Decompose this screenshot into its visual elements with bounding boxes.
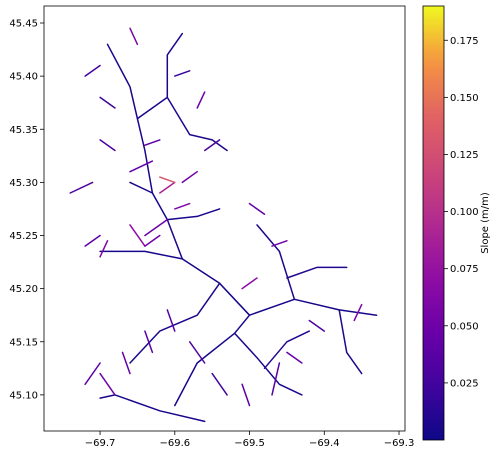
stream-segment (159, 181, 176, 194)
x-tick-label: −69.3 (384, 438, 415, 449)
stream-network (69, 27, 378, 423)
colorbar-tick-label: 0.050 (450, 321, 479, 332)
stream-segment (181, 170, 198, 184)
y-tick-label: 45.35 (9, 125, 38, 136)
stream-segment (308, 319, 326, 332)
stream-segment (144, 234, 161, 247)
stream-segment (144, 330, 154, 354)
y-tick-label: 45.20 (9, 284, 38, 295)
stream-segment (196, 91, 206, 109)
stream-segment (286, 351, 303, 364)
stream-segment (166, 309, 176, 332)
y-tick-label: 45.25 (9, 231, 38, 242)
stream-segment (84, 234, 101, 247)
stream-segment (99, 240, 109, 258)
stream-segment (263, 330, 311, 370)
stream-segment (129, 282, 221, 364)
colorbar-tick-label: 0.150 (450, 93, 479, 104)
stream-segment (129, 160, 154, 173)
colorbar-tick-label: 0.175 (450, 36, 479, 47)
stream-segment (241, 383, 251, 407)
stream-segment (338, 309, 363, 375)
stream-segment (144, 218, 169, 237)
stream-segment (99, 96, 116, 109)
y-tick-label: 45.45 (9, 19, 38, 30)
stream-segment (166, 96, 228, 152)
y-axis: 45.10 45.15 45.20 45.25 45.30 45.35 45.40 45.45 (9, 19, 44, 401)
colorbar-label: Slope (m/m) (480, 192, 491, 254)
stream-segment (129, 27, 139, 46)
colorbar-tick-label: 0.125 (450, 150, 479, 161)
stream-segment (248, 202, 266, 215)
colorbar-tick-label: 0.025 (450, 378, 479, 389)
stream-segment (159, 176, 176, 184)
stream-segment (166, 208, 221, 221)
y-tick-label: 45.40 (9, 72, 38, 83)
stream-segment (211, 372, 228, 396)
y-tick-label: 45.30 (9, 178, 38, 189)
y-tick-label: 45.15 (9, 337, 38, 348)
stream-segment (84, 64, 101, 77)
x-tick-label: −69.5 (234, 438, 265, 449)
x-tick-label: −69.4 (309, 438, 340, 449)
stream-segment (233, 332, 303, 396)
plot-area (43, 5, 406, 432)
stream-segment (203, 139, 221, 152)
stream-segment (286, 266, 348, 279)
x-tick-label: −69.6 (159, 438, 190, 449)
stream-segment (99, 394, 206, 423)
stream-segment (271, 362, 281, 396)
y-tick-label: 45.10 (9, 390, 38, 401)
colorbar-tick-label: 0.100 (450, 207, 479, 218)
plot-frame (43, 5, 406, 432)
stream-segment (144, 139, 161, 146)
colorbar-tick-label: 0.075 (450, 264, 479, 275)
stream-segment (69, 181, 94, 194)
stream-segment (353, 303, 363, 322)
stream-segment (99, 372, 116, 396)
x-axis: −69.7 −69.6 −69.5 −69.4 −69.3 (85, 431, 415, 449)
stream-segment (174, 202, 191, 210)
stream-segment (84, 362, 101, 386)
colorbar-gradient (422, 5, 445, 441)
stream-segment (99, 139, 116, 152)
stream-segment (188, 341, 206, 364)
stream-segment (121, 351, 131, 375)
stream-segment (256, 224, 296, 301)
stream-segment (271, 240, 288, 247)
colorbar: 0.025 0.050 0.075 0.100 0.125 0.150 0.175 Slope… (422, 5, 491, 441)
x-tick-label: −69.7 (85, 438, 116, 449)
stream-segment (136, 32, 184, 120)
stream-segment (174, 70, 191, 77)
stream-segment (129, 181, 184, 260)
stream-segment (129, 224, 146, 247)
stream-segment (241, 277, 258, 290)
